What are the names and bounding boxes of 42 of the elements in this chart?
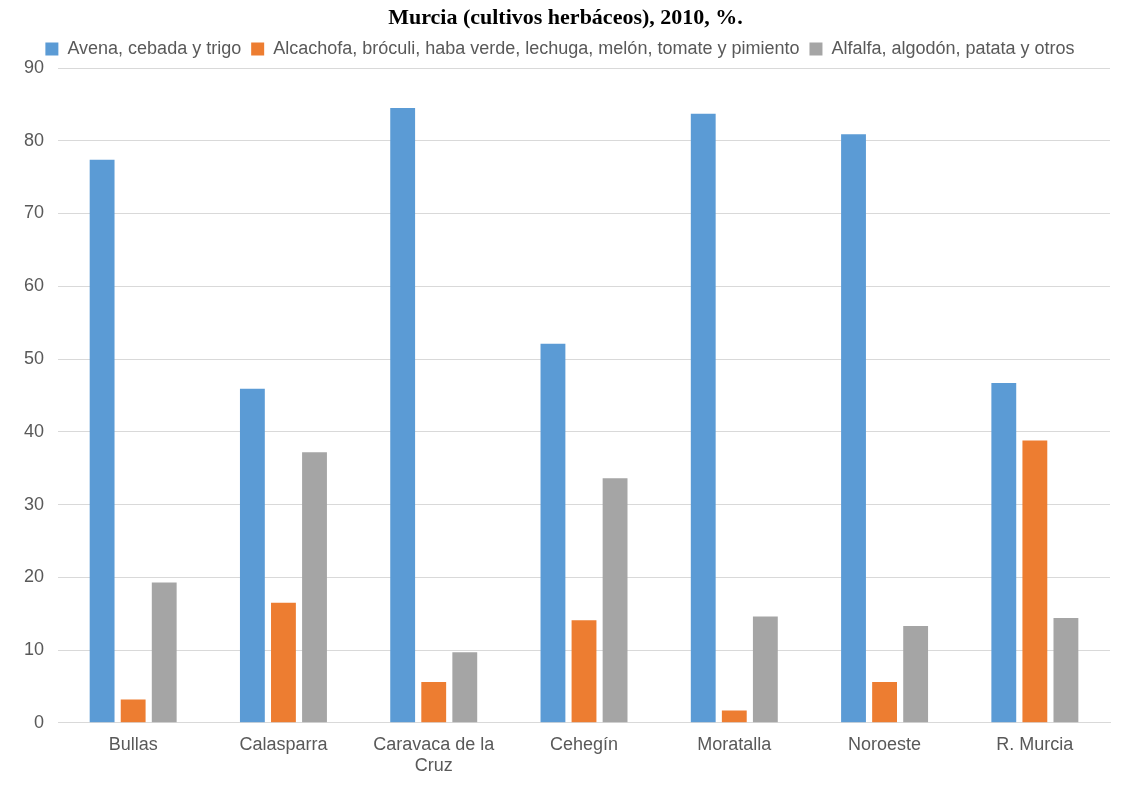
- x-tick-label: Noroeste: [848, 733, 922, 754]
- y-tick-label: 50: [23, 347, 45, 368]
- x-tick-label: Caravaca de la Cruz: [373, 733, 496, 776]
- chart-title: Murcia (cultivos herbáceos), 2010, %.: [387, 4, 744, 30]
- legend-label: Alcachofa, bróculi, haba verde, lechuga, melón, tomate y pimiento: [273, 37, 800, 58]
- bar: [421, 682, 447, 723]
- bar: [390, 108, 416, 723]
- bar: [752, 616, 778, 723]
- y-tick-label: 60: [23, 275, 45, 296]
- x-tick-label: Cehegín: [549, 733, 619, 754]
- y-tick-label: 40: [23, 420, 45, 441]
- bar: [151, 582, 177, 723]
- y-tick-label: 20: [23, 566, 45, 587]
- y-tick-label: 10: [23, 639, 45, 660]
- x-tick-label: Calasparra: [239, 733, 329, 754]
- bar: [1022, 440, 1048, 723]
- y-tick-label: 0: [34, 711, 45, 732]
- legend-label: Avena, cebada y trigo: [67, 37, 242, 58]
- bar: [271, 602, 296, 723]
- bar: [690, 113, 716, 723]
- x-tick-label: Moratalla: [697, 733, 773, 754]
- bar: [841, 134, 866, 723]
- y-tick-label: 80: [23, 129, 45, 150]
- y-tick-label: 30: [23, 493, 45, 514]
- bar: [89, 159, 115, 723]
- bar: [991, 383, 1017, 723]
- bar: [120, 699, 146, 723]
- bar: [302, 452, 327, 723]
- bar: [452, 652, 478, 723]
- bar: [602, 478, 628, 723]
- bar: [571, 620, 597, 723]
- bar: [721, 710, 747, 723]
- x-tick-label: Bullas: [108, 733, 158, 754]
- bar: [903, 626, 929, 723]
- y-tick-label: 90: [23, 56, 45, 77]
- x-tick-label: R. Murcia: [996, 733, 1075, 754]
- bar: [872, 682, 897, 723]
- bar: [1053, 618, 1079, 723]
- y-tick-label: 70: [23, 202, 45, 223]
- bar: [540, 343, 566, 723]
- legend-label: Alfalfa, algodón, patata y otros: [831, 37, 1075, 58]
- bar: [239, 388, 265, 723]
